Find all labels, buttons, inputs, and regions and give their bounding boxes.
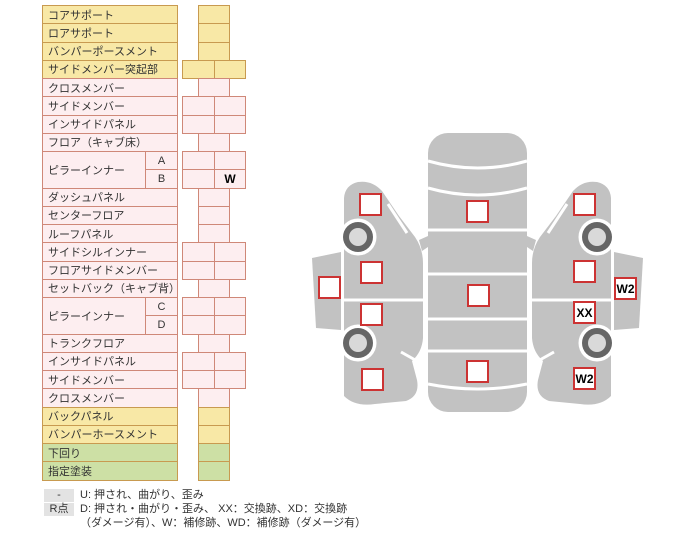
damage-cell: [182, 242, 215, 262]
damage-cell: [182, 315, 215, 335]
damage-marker-square: [573, 193, 596, 216]
damage-cell: [182, 96, 215, 116]
legend-key-box: [44, 517, 74, 529]
legend-text: D: 押され・曲がり・歪み、 XX：交換跡、XD：交換跡: [80, 503, 348, 515]
damage-cell: [198, 424, 230, 444]
damage-cell: [214, 370, 246, 390]
part-label: 下回り: [42, 443, 178, 463]
damage-marker-square: [466, 200, 489, 223]
damage-code: W: [224, 171, 236, 186]
damage-marker-xx: XX: [573, 301, 596, 324]
damage-cell: [214, 59, 246, 79]
damage-cell: [182, 59, 215, 79]
damage-cell: [214, 242, 246, 262]
legend-key-box: -: [44, 489, 74, 502]
part-label: セットバック（キャブ背）: [42, 278, 178, 298]
damage-cell: [182, 297, 215, 317]
damage-cell: [182, 169, 215, 189]
top-view: [419, 133, 536, 412]
part-label: ルーフパネル: [42, 224, 178, 244]
damage-cell: [182, 151, 215, 171]
damage-marker-square: [467, 284, 490, 307]
damage-cell: [198, 41, 230, 61]
part-label: ピラーインナー: [42, 151, 146, 189]
part-label: インサイドパネル: [42, 351, 178, 371]
part-sub-label: B: [145, 169, 178, 189]
damage-cell: [198, 443, 230, 463]
damage-cell: [198, 132, 230, 152]
damage-cell: [198, 5, 230, 25]
damage-cell: [214, 297, 246, 317]
mirror-icon: [527, 236, 536, 251]
damage-cell: [182, 114, 215, 134]
part-label: ピラーインナー: [42, 297, 146, 335]
damage-marker-square: [573, 260, 596, 283]
damage-marker-w2: W2: [614, 277, 637, 300]
damage-cell: [182, 260, 215, 280]
damage-cell: [182, 351, 215, 371]
legend-row: - U: 押され、曲がり、歪み: [44, 489, 366, 502]
damage-cell: [198, 333, 230, 353]
damage-cell: [198, 205, 230, 225]
damage-cell: [182, 370, 215, 390]
part-label: バンパーポースメント: [42, 41, 178, 61]
part-label: サイドメンバー突起部: [42, 59, 178, 79]
legend-text: U: 押され、曲がり、歪み: [80, 489, 204, 501]
mirror-icon: [419, 236, 428, 251]
damage-cell: [198, 278, 230, 298]
damage-cell: [214, 96, 246, 116]
legend: - U: 押され、曲がり、歪み R点 D: 押され・曲がり・歪み、 XX：交換跡…: [44, 489, 366, 531]
part-label: クロスメンバー: [42, 78, 178, 98]
part-label: コアサポート: [42, 5, 178, 25]
damage-cell: [198, 187, 230, 207]
car-diagram: [310, 133, 645, 412]
damage-marker-square: [318, 276, 341, 299]
damage-cell: [214, 351, 246, 371]
part-sub-label: A: [145, 151, 178, 171]
legend-row: （ダメージ有）、W：補修跡、WD：補修跡（ダメージ有）: [44, 517, 366, 530]
part-label: フロアサイドメンバー: [42, 260, 178, 280]
part-label: ダッシュパネル: [42, 187, 178, 207]
damage-marker-square: [360, 261, 383, 284]
part-label: サイドメンバー: [42, 370, 178, 390]
part-label: バンパーホースメント: [42, 424, 178, 444]
part-label: バックパネル: [42, 406, 178, 426]
part-label: センターフロア: [42, 205, 178, 225]
damage-cell: [198, 461, 230, 481]
damage-cell: [198, 388, 230, 408]
damage-marker-square: [466, 360, 489, 383]
damage-cell: W: [214, 169, 246, 189]
part-sub-label: C: [145, 297, 178, 317]
damage-cell: [214, 151, 246, 171]
damage-cell: [214, 260, 246, 280]
damage-marker-square: [360, 303, 383, 326]
legend-text: （ダメージ有）、W：補修跡、WD：補修跡（ダメージ有）: [80, 517, 367, 529]
damage-marker-square: [361, 368, 384, 391]
part-sub-label: D: [145, 315, 178, 335]
part-label: ロアサポート: [42, 23, 178, 43]
legend-row: R点 D: 押され・曲がり・歪み、 XX：交換跡、XD：交換跡: [44, 503, 366, 516]
damage-cell: [198, 224, 230, 244]
damage-cell: [214, 315, 246, 335]
damage-marker-square: [359, 193, 382, 216]
damage-cell: [214, 114, 246, 134]
part-label: 指定塗装: [42, 461, 178, 481]
part-label: トランクフロア: [42, 333, 178, 353]
part-label: サイドシルインナー: [42, 242, 178, 262]
damage-cell: [198, 406, 230, 426]
part-label: インサイドパネル: [42, 114, 178, 134]
part-label: サイドメンバー: [42, 96, 178, 116]
part-label: クロスメンバー: [42, 388, 178, 408]
damage-cell: [198, 23, 230, 43]
damage-marker-w2: W2: [573, 367, 596, 390]
damage-cell: [198, 78, 230, 98]
part-label: フロア（キャブ床）: [42, 132, 178, 152]
legend-key-box: R点: [44, 503, 74, 516]
